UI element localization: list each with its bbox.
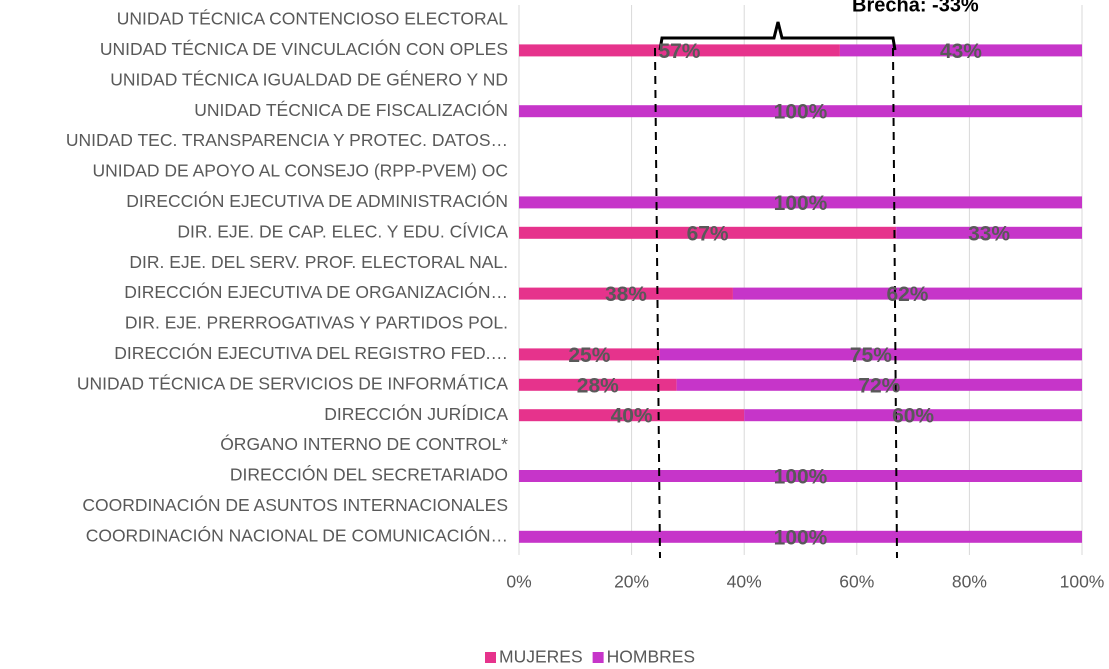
- x-tick-label: 60%: [839, 572, 874, 592]
- data-label: 25%: [568, 344, 610, 367]
- data-label: 100%: [774, 466, 828, 489]
- bar-segment: [519, 378, 677, 391]
- data-label: 72%: [858, 374, 900, 397]
- bar-segment: [519, 409, 745, 422]
- x-tick-label: 20%: [614, 572, 649, 592]
- dashed-line: [654, 47, 661, 559]
- data-label: 100%: [774, 192, 828, 215]
- data-label: 57%: [658, 40, 700, 63]
- data-label: 33%: [968, 222, 1010, 245]
- y-tick-label: COORDINACIÓN DE ASUNTOS INTERNACIONALES: [82, 494, 508, 515]
- x-tick-label: 100%: [1060, 572, 1105, 592]
- data-label: 100%: [774, 101, 828, 124]
- y-tick-label: DIRECCIÓN EJECUTIVA DEL REGISTRO FED.…: [114, 342, 508, 363]
- bar-segment: [519, 348, 660, 361]
- bar-segment: [896, 226, 1082, 239]
- legend-swatch: [485, 652, 496, 663]
- y-tick-label: UNIDAD TEC. TRANSPARENCIA Y PROTEC. DATO…: [66, 130, 508, 150]
- bar-segment: [744, 409, 1082, 422]
- bar-segment: [839, 44, 1082, 57]
- data-label: 43%: [940, 40, 982, 63]
- data-label: 38%: [605, 283, 647, 306]
- data-label: 75%: [850, 344, 892, 367]
- bars: [519, 44, 1082, 543]
- y-tick-label: UNIDAD TÉCNICA IGUALDAD DE GÉNERO Y ND: [110, 69, 508, 89]
- data-label: 62%: [886, 283, 928, 306]
- data-label: 60%: [892, 405, 934, 428]
- y-tick-label: DIRECCIÓN EJECUTIVA DE ORGANIZACIÓN…: [124, 281, 508, 302]
- dashed-line: [892, 47, 898, 559]
- x-tick-label: 40%: [727, 572, 762, 592]
- y-tick-label: UNIDAD TÉCNICA DE SERVICIOS DE INFORMÁTI…: [77, 373, 508, 393]
- y-tick-label: UNIDAD TÉCNICA DE VINCULACIÓN CON OPLES: [100, 38, 508, 59]
- gap-bracket: [654, 21, 898, 559]
- bar-segment: [519, 226, 897, 239]
- annotation: Brecha: -33%: [852, 0, 979, 16]
- y-tick-label: DIRECCIÓN JURÍDICA: [324, 403, 508, 424]
- bar-segment: [519, 44, 840, 57]
- y-tick-label: UNIDAD TÉCNICA DE FISCALIZACIÓN: [194, 99, 508, 120]
- bar-segment: [519, 287, 733, 300]
- x-tick-label: 80%: [952, 572, 987, 592]
- legend-swatch: [592, 652, 604, 663]
- data-label: 28%: [577, 374, 619, 397]
- y-tick-label: DIR. EJE. DE CAP. ELEC. Y EDU. CÍVICA: [177, 221, 508, 241]
- bar-segment: [676, 378, 1082, 391]
- y-tick-label: DIR. EJE. PRERROGATIVAS Y PARTIDOS POL.: [125, 313, 508, 333]
- legend-label: MUJERES: [499, 647, 583, 667]
- y-tick-label: DIRECCIÓN EJECUTIVA DE ADMINISTRACIÓN: [126, 190, 508, 211]
- y-tick-label: DIRECCIÓN DEL SECRETARIADO: [230, 464, 508, 485]
- y-tick-label: COORDINACIÓN NACIONAL DE COMUNICACIÓN…: [86, 524, 508, 545]
- bar-segment: [732, 287, 1082, 300]
- data-label: 67%: [687, 222, 729, 245]
- grid: [518, 5, 1083, 555]
- data-label: 40%: [611, 405, 653, 428]
- y-tick-label: ÓRGANO INTERNO DE CONTROL*: [220, 433, 508, 454]
- y-tick-label: DIR. EJE. DEL SERV. PROF. ELECTORAL NAL.: [129, 252, 508, 272]
- data-label: 100%: [774, 526, 828, 549]
- bracket: [658, 21, 897, 51]
- legend-label: HOMBRES: [607, 647, 695, 667]
- bar-segment: [659, 348, 1082, 361]
- y-tick-label: UNIDAD TÉCNICA CONTENCIOSO ELECTORAL: [117, 9, 508, 29]
- bar-segment: [519, 105, 1082, 118]
- x-tick-label: 0%: [506, 572, 531, 592]
- bar-segment: [519, 196, 1082, 209]
- y-tick-label: UNIDAD DE APOYO AL CONSEJO (RPP-PVEM) OC: [92, 161, 508, 181]
